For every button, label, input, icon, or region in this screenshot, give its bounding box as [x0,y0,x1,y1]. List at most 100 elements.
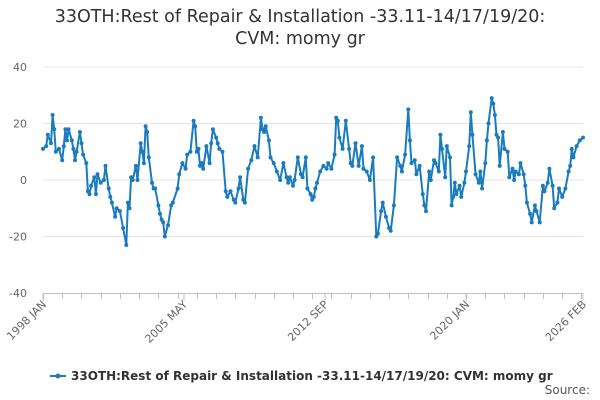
data-point[interactable] [228,189,233,194]
data-point[interactable] [220,149,225,154]
data-point[interactable] [145,130,150,134]
data-point[interactable] [286,180,291,185]
data-point[interactable] [63,127,68,132]
data-point[interactable] [545,180,550,185]
data-point[interactable] [98,180,103,185]
data-point[interactable] [502,146,507,151]
data-point[interactable] [106,186,111,191]
data-point[interactable] [81,152,86,157]
data-point[interactable] [332,152,337,157]
data-point[interactable] [246,166,251,171]
data-point[interactable] [507,175,512,180]
data-point[interactable] [66,127,71,132]
data-point[interactable] [424,209,428,214]
data-point[interactable] [95,172,100,177]
data-point[interactable] [258,115,263,120]
data-point[interactable] [255,155,260,160]
data-point[interactable] [537,220,542,225]
data-point[interactable] [581,135,585,140]
data-point[interactable] [340,146,345,151]
data-point[interactable] [138,141,143,146]
data-point[interactable] [44,144,49,149]
data-point[interactable] [528,211,533,216]
data-point[interactable] [262,130,267,134]
data-point[interactable] [500,130,505,134]
data-point[interactable] [532,203,537,208]
data-point[interactable] [563,186,568,191]
data-point[interactable] [540,183,545,188]
data-point[interactable] [449,203,454,208]
data-point[interactable] [367,178,372,182]
data-point[interactable] [521,172,526,177]
data-point[interactable] [92,175,97,180]
data-point[interactable] [574,144,579,149]
data-point[interactable] [391,203,396,208]
data-point[interactable] [45,132,50,137]
data-point[interactable] [457,183,462,188]
data-point[interactable] [287,175,292,180]
data-point[interactable] [480,186,485,191]
data-point[interactable] [133,163,138,168]
data-point[interactable] [295,155,300,160]
data-point[interactable] [518,161,523,166]
data-point[interactable] [436,169,441,174]
data-point[interactable] [364,169,369,174]
data-point[interactable] [380,200,385,205]
data-point[interactable] [249,158,254,163]
data-point[interactable] [512,178,517,182]
data-point[interactable] [41,146,45,151]
data-point[interactable] [150,180,154,185]
data-point[interactable] [484,138,489,143]
data-point[interactable] [321,163,326,168]
data-point[interactable] [464,169,468,174]
data-point[interactable] [196,146,201,151]
data-point[interactable] [65,138,69,143]
data-point[interactable] [409,161,414,166]
data-point[interactable] [427,169,432,174]
data-point[interactable] [215,141,220,146]
data-point[interactable] [153,186,158,191]
data-point[interactable] [448,155,452,160]
data-point[interactable] [204,144,209,149]
data-point[interactable] [191,118,196,123]
data-point[interactable] [379,209,384,214]
data-point[interactable] [571,155,576,160]
data-point[interactable] [143,124,148,129]
data-point[interactable] [158,211,162,216]
data-point[interactable] [52,127,57,132]
data-point[interactable] [452,180,457,185]
data-point[interactable] [347,146,352,151]
data-point[interactable] [524,200,529,205]
data-point[interactable] [223,189,228,194]
data-point[interactable] [313,186,318,191]
data-point[interactable] [263,124,268,129]
data-point[interactable] [462,180,467,185]
data-point[interactable] [496,135,501,140]
data-point[interactable] [236,186,241,191]
data-point[interactable] [140,149,145,154]
data-point[interactable] [89,183,94,188]
data-point[interactable] [156,203,161,208]
data-point[interactable] [199,161,204,166]
data-point[interactable] [398,163,403,168]
data-point[interactable] [121,226,126,230]
data-point[interactable] [492,113,497,117]
data-point[interactable] [84,161,89,166]
data-point[interactable] [555,200,560,205]
data-point[interactable] [383,214,388,219]
data-point[interactable] [305,186,310,191]
data-point[interactable] [451,194,456,199]
data-point[interactable] [566,169,571,174]
data-point[interactable] [329,166,334,171]
data-point[interactable] [428,178,433,182]
data-point[interactable] [476,180,481,185]
data-point[interactable] [108,194,113,199]
legend[interactable]: 33OTH:Rest of Repair & Installation -33.… [50,369,553,383]
data-point[interactable] [162,234,167,239]
data-point[interactable] [177,172,182,177]
data-point[interactable] [210,127,215,132]
data-point[interactable] [440,146,444,151]
data-point[interactable] [117,209,122,214]
data-point[interactable] [311,194,316,199]
data-point[interactable] [433,161,438,166]
